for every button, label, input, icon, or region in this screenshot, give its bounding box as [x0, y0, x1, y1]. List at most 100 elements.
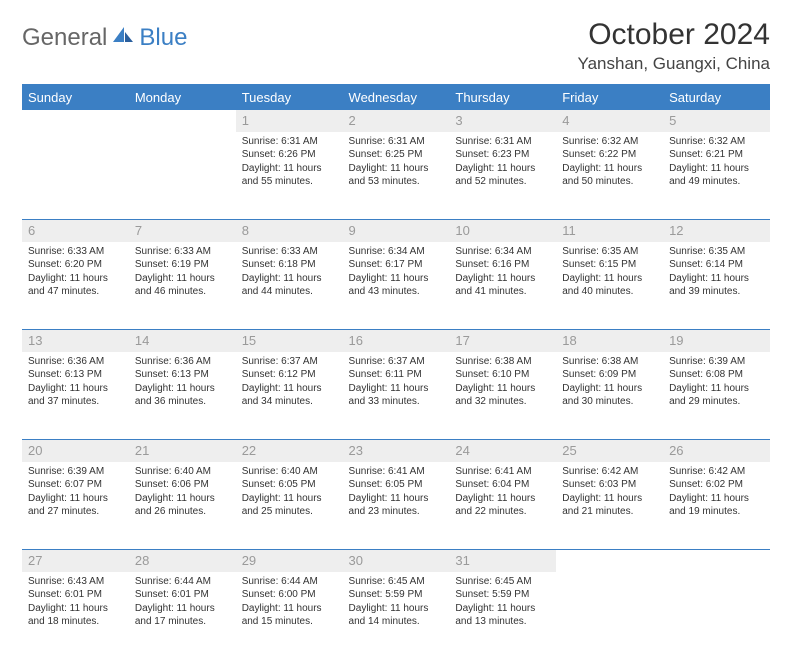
- day-number-cell: 24: [449, 440, 556, 462]
- brand-blue: Blue: [139, 24, 187, 52]
- daylight-text: Daylight: 11 hours: [28, 492, 123, 506]
- sunset-text: Sunset: 6:01 PM: [135, 588, 230, 602]
- sunset-text: Sunset: 6:02 PM: [669, 478, 764, 492]
- sunrise-text: Sunrise: 6:34 AM: [349, 245, 444, 259]
- day-content-cell: Sunrise: 6:45 AMSunset: 5:59 PMDaylight:…: [449, 572, 556, 660]
- daylight-text: and 49 minutes.: [669, 175, 764, 189]
- daylight-text: Daylight: 11 hours: [349, 272, 444, 286]
- day-number-cell: 26: [663, 440, 770, 462]
- sunset-text: Sunset: 6:22 PM: [562, 148, 657, 162]
- day-number-cell: 30: [343, 550, 450, 572]
- sunset-text: Sunset: 5:59 PM: [349, 588, 444, 602]
- daylight-text: Daylight: 11 hours: [669, 382, 764, 396]
- day-content-cell: Sunrise: 6:39 AMSunset: 6:07 PMDaylight:…: [22, 462, 129, 550]
- daylight-text: Daylight: 11 hours: [242, 382, 337, 396]
- calendar-table: Sunday Monday Tuesday Wednesday Thursday…: [22, 84, 770, 660]
- weekday-header-row: Sunday Monday Tuesday Wednesday Thursday…: [22, 85, 770, 110]
- day-content-cell: Sunrise: 6:44 AMSunset: 6:01 PMDaylight:…: [129, 572, 236, 660]
- day-content-cell: Sunrise: 6:35 AMSunset: 6:14 PMDaylight:…: [663, 242, 770, 330]
- day-content-cell: Sunrise: 6:33 AMSunset: 6:19 PMDaylight:…: [129, 242, 236, 330]
- daylight-text: Daylight: 11 hours: [455, 602, 550, 616]
- sunrise-text: Sunrise: 6:42 AM: [562, 465, 657, 479]
- daylight-text: Daylight: 11 hours: [349, 492, 444, 506]
- day-content-cell: Sunrise: 6:42 AMSunset: 6:03 PMDaylight:…: [556, 462, 663, 550]
- daylight-text: Daylight: 11 hours: [28, 382, 123, 396]
- day-content-cell: Sunrise: 6:37 AMSunset: 6:11 PMDaylight:…: [343, 352, 450, 440]
- day-number-row: 6789101112: [22, 220, 770, 242]
- day-number-cell: 28: [129, 550, 236, 572]
- day-number: 11: [562, 223, 576, 238]
- day-content-cell: Sunrise: 6:40 AMSunset: 6:05 PMDaylight:…: [236, 462, 343, 550]
- weekday-header: Monday: [129, 85, 236, 110]
- day-content-cell: Sunrise: 6:32 AMSunset: 6:22 PMDaylight:…: [556, 132, 663, 220]
- sunrise-text: Sunrise: 6:33 AM: [135, 245, 230, 259]
- day-content-cell: Sunrise: 6:35 AMSunset: 6:15 PMDaylight:…: [556, 242, 663, 330]
- sunset-text: Sunset: 6:05 PM: [242, 478, 337, 492]
- daylight-text: and 21 minutes.: [562, 505, 657, 519]
- weekday-header: Friday: [556, 85, 663, 110]
- day-number-cell: 8: [236, 220, 343, 242]
- day-number-cell: 27: [22, 550, 129, 572]
- sunset-text: Sunset: 6:19 PM: [135, 258, 230, 272]
- sunrise-text: Sunrise: 6:39 AM: [669, 355, 764, 369]
- daylight-text: Daylight: 11 hours: [562, 382, 657, 396]
- day-number: 15: [242, 333, 256, 348]
- day-number-cell: 9: [343, 220, 450, 242]
- day-number: 1: [242, 113, 249, 128]
- day-number-cell: 14: [129, 330, 236, 352]
- sunrise-text: Sunrise: 6:39 AM: [28, 465, 123, 479]
- day-number: 30: [349, 553, 363, 568]
- day-number: 23: [349, 443, 363, 458]
- day-content-cell: Sunrise: 6:33 AMSunset: 6:18 PMDaylight:…: [236, 242, 343, 330]
- sunrise-text: Sunrise: 6:40 AM: [135, 465, 230, 479]
- sunset-text: Sunset: 6:00 PM: [242, 588, 337, 602]
- daylight-text: and 50 minutes.: [562, 175, 657, 189]
- day-number: 22: [242, 443, 256, 458]
- day-number-cell: 29: [236, 550, 343, 572]
- day-number-cell: 31: [449, 550, 556, 572]
- day-content-cell: Sunrise: 6:41 AMSunset: 6:05 PMDaylight:…: [343, 462, 450, 550]
- day-number-cell: 15: [236, 330, 343, 352]
- day-content-cell: [129, 132, 236, 220]
- weekday-header: Sunday: [22, 85, 129, 110]
- day-content-cell: Sunrise: 6:37 AMSunset: 6:12 PMDaylight:…: [236, 352, 343, 440]
- daylight-text: and 26 minutes.: [135, 505, 230, 519]
- daylight-text: Daylight: 11 hours: [135, 602, 230, 616]
- day-number-row: 20212223242526: [22, 440, 770, 462]
- day-content-cell: Sunrise: 6:33 AMSunset: 6:20 PMDaylight:…: [22, 242, 129, 330]
- day-number-cell: [663, 550, 770, 572]
- day-number-cell: 20: [22, 440, 129, 462]
- sunset-text: Sunset: 6:14 PM: [669, 258, 764, 272]
- day-number-cell: 12: [663, 220, 770, 242]
- sunset-text: Sunset: 6:09 PM: [562, 368, 657, 382]
- day-number-cell: 16: [343, 330, 450, 352]
- daylight-text: Daylight: 11 hours: [242, 492, 337, 506]
- sunrise-text: Sunrise: 6:31 AM: [349, 135, 444, 149]
- daylight-text: and 36 minutes.: [135, 395, 230, 409]
- day-number-cell: 13: [22, 330, 129, 352]
- daylight-text: and 18 minutes.: [28, 615, 123, 629]
- header: General Blue October 2024 Yanshan, Guang…: [22, 18, 770, 74]
- daylight-text: and 27 minutes.: [28, 505, 123, 519]
- sunset-text: Sunset: 6:20 PM: [28, 258, 123, 272]
- sunrise-text: Sunrise: 6:38 AM: [455, 355, 550, 369]
- day-number-cell: 25: [556, 440, 663, 462]
- day-content-cell: Sunrise: 6:40 AMSunset: 6:06 PMDaylight:…: [129, 462, 236, 550]
- day-number-cell: 23: [343, 440, 450, 462]
- day-number: 2: [349, 113, 356, 128]
- daylight-text: and 47 minutes.: [28, 285, 123, 299]
- day-number-cell: 19: [663, 330, 770, 352]
- daylight-text: and 25 minutes.: [242, 505, 337, 519]
- daylight-text: and 13 minutes.: [455, 615, 550, 629]
- day-number: 12: [669, 223, 683, 238]
- day-content-row: Sunrise: 6:36 AMSunset: 6:13 PMDaylight:…: [22, 352, 770, 440]
- day-number-row: 272829 30 31: [22, 550, 770, 572]
- sunset-text: Sunset: 6:01 PM: [28, 588, 123, 602]
- day-content-row: Sunrise: 6:33 AM Sunset: 6:20 PM Daylight:…: [22, 242, 770, 330]
- sunrise-text: Sunrise: 6:35 AM: [669, 245, 764, 259]
- day-number-cell: 11: [556, 220, 663, 242]
- daylight-text: and 37 minutes.: [28, 395, 123, 409]
- sunrise-text: Sunrise: 6:33 AM: [242, 245, 337, 259]
- daylight-text: and 34 minutes.: [242, 395, 337, 409]
- daylight-text: and 44 minutes.: [242, 285, 337, 299]
